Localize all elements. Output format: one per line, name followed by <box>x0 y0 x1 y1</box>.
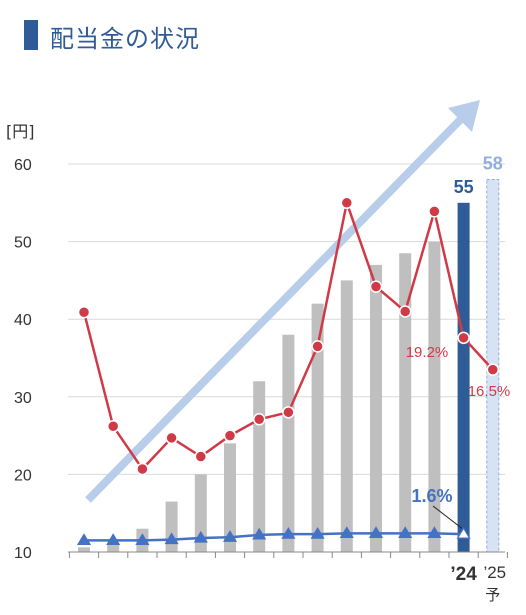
doe-point <box>281 526 296 539</box>
page-title: 配当金の状況 <box>50 25 200 53</box>
bar <box>399 253 412 553</box>
payout-point <box>136 462 149 476</box>
payout-point <box>340 196 354 210</box>
payout-point <box>369 280 383 293</box>
payout-point <box>106 420 120 433</box>
x-label-24: ’24 <box>450 564 477 585</box>
payout-point <box>282 406 295 419</box>
doe-point <box>193 530 208 543</box>
bar <box>165 501 178 552</box>
doe-callout-line <box>432 505 462 529</box>
y-tick-label: 30 <box>14 390 32 407</box>
doe-point <box>398 526 413 538</box>
bar <box>311 303 324 552</box>
title-accent-bar <box>24 20 38 50</box>
payout-point <box>252 413 266 426</box>
payout-value-label: 19.2% <box>406 344 449 361</box>
bar <box>370 264 382 552</box>
payout-point <box>77 305 91 319</box>
bar <box>224 443 236 552</box>
doe-point <box>427 526 442 538</box>
bar <box>282 334 295 552</box>
y-tick-label: 40 <box>14 312 32 329</box>
payout-value-label: 16.5% <box>468 383 511 400</box>
bar-value-label: 58 <box>483 154 503 174</box>
doe-point <box>76 533 92 545</box>
payout-point <box>223 429 237 442</box>
y-unit-label: [円] <box>6 122 35 141</box>
doe-line <box>84 532 464 542</box>
y-tick-label: 60 <box>14 157 32 174</box>
doe-point <box>106 533 121 545</box>
x-label-forecast: 予 <box>485 586 500 604</box>
trend-arrow-head <box>448 100 480 132</box>
payout-point <box>165 431 178 445</box>
trend-arrow-shaft <box>85 116 464 503</box>
bar <box>78 547 90 552</box>
payout-point <box>311 340 324 353</box>
x-label-25: ’25 <box>483 563 506 582</box>
payout-point <box>428 205 441 218</box>
doe-point <box>310 526 325 539</box>
payout-point <box>486 363 500 376</box>
doe-point <box>368 526 384 538</box>
doe-point <box>222 530 238 542</box>
doe-point <box>164 532 179 545</box>
payout-point <box>457 331 470 345</box>
payout-point <box>398 305 412 318</box>
bar <box>253 381 266 552</box>
doe-point <box>339 526 354 538</box>
doe-point <box>456 526 471 539</box>
bar <box>457 202 470 553</box>
bar <box>340 280 353 552</box>
payout-point <box>194 450 208 463</box>
y-tick-label: 10 <box>14 545 32 562</box>
bar <box>107 545 120 552</box>
bar-value-label: 55 <box>454 177 474 197</box>
bar <box>194 474 207 552</box>
doe-value-label: 1.6% <box>411 486 452 506</box>
y-tick-label: 50 <box>14 235 32 252</box>
bar <box>428 241 441 552</box>
y-tick-label: 20 <box>14 467 32 484</box>
doe-point <box>135 533 150 545</box>
doe-point <box>252 527 267 540</box>
